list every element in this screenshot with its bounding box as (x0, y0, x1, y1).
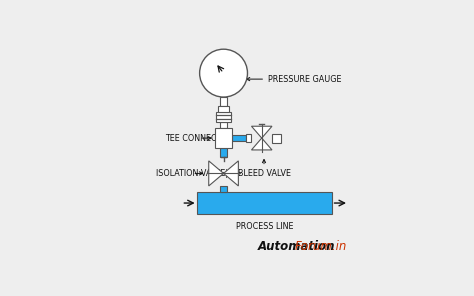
Bar (246, 134, 252, 142)
Bar (220, 122, 227, 128)
Text: Forum.in: Forum.in (295, 240, 347, 253)
Bar (220, 148, 227, 157)
Text: PROCESS LINE: PROCESS LINE (236, 222, 293, 231)
Circle shape (200, 49, 247, 97)
Polygon shape (252, 138, 272, 150)
Polygon shape (224, 161, 238, 186)
Bar (216, 112, 231, 122)
Bar (272, 133, 281, 143)
Text: BLEED VALVE: BLEED VALVE (237, 160, 291, 178)
Polygon shape (252, 126, 272, 138)
Bar (220, 186, 227, 192)
Bar (232, 135, 246, 141)
Polygon shape (209, 161, 224, 186)
Text: TEE CONNECTOR: TEE CONNECTOR (165, 133, 233, 143)
Bar (197, 192, 332, 214)
Bar (220, 97, 227, 106)
Text: Automation: Automation (258, 240, 335, 253)
Bar (215, 128, 232, 148)
Bar (219, 106, 228, 112)
Text: PRESSURE GAUGE: PRESSURE GAUGE (246, 75, 341, 83)
Text: ISOLATION VALVE|: ISOLATION VALVE| (156, 169, 228, 178)
